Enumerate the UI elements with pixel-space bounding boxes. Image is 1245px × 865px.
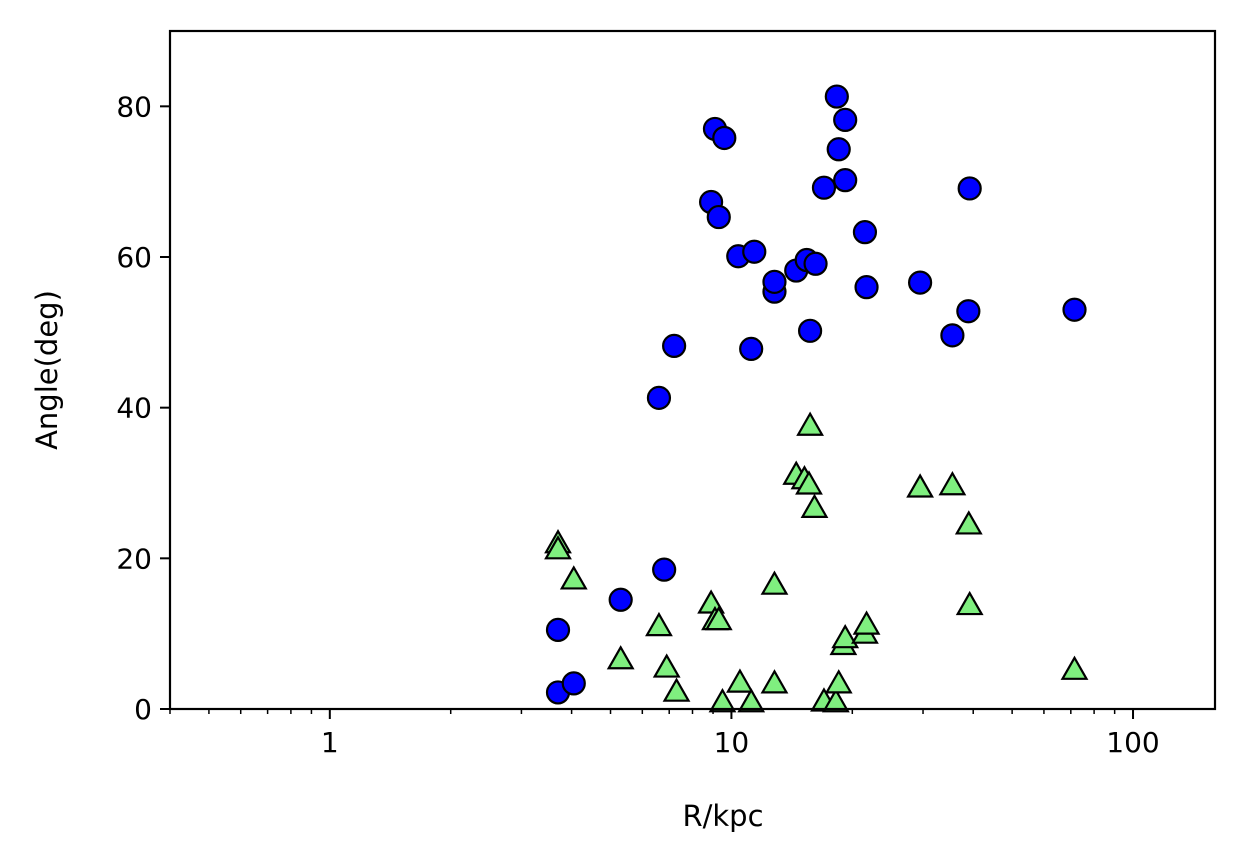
triangle-point	[954, 510, 983, 535]
circle-point	[739, 336, 764, 362]
circle-point	[608, 587, 633, 612]
x-tick-label: 1	[321, 726, 339, 759]
triangle-point	[708, 688, 737, 713]
triangle-point	[831, 623, 860, 649]
axis-ticks: 1 10 100 0 20 40 60 80	[116, 90, 1159, 759]
circle-point	[824, 84, 849, 109]
x-tick-label: 100	[1106, 726, 1159, 759]
circle-point	[762, 269, 787, 294]
circle-point	[662, 333, 687, 358]
circle-point	[833, 107, 858, 132]
triangle-point	[559, 565, 588, 590]
triangle-point	[645, 611, 673, 637]
y-tick-label: 80	[116, 90, 152, 123]
triangle-point	[800, 493, 829, 518]
circle-point	[712, 125, 737, 151]
circle-point	[545, 617, 571, 643]
circle-point	[561, 671, 586, 696]
triangle-point	[1060, 655, 1089, 680]
triangle-point	[821, 688, 850, 713]
circle-point	[797, 318, 823, 343]
triangle-point	[737, 688, 766, 713]
circle-point	[811, 175, 837, 200]
circle-point	[956, 299, 981, 324]
triangle-point	[824, 669, 853, 694]
triangle-point	[796, 411, 824, 436]
circle-point	[803, 251, 828, 276]
x-tick-label: 10	[714, 726, 750, 759]
circle-point	[706, 204, 731, 230]
x-axis-label: R/kpc	[682, 799, 763, 833]
circle-point	[826, 137, 851, 162]
triangle-point	[697, 589, 725, 614]
triangle-point	[704, 605, 733, 631]
triangle-point	[652, 653, 681, 678]
circle-point	[652, 557, 677, 582]
y-tick-label: 60	[116, 241, 152, 274]
y-tick-label: 40	[116, 392, 152, 425]
circle-point	[940, 323, 965, 348]
triangle-point	[760, 570, 789, 595]
circle-point	[957, 176, 982, 201]
triangle-point	[544, 535, 572, 560]
y-axis-label: Angle(deg)	[30, 290, 64, 450]
circle-point	[1062, 297, 1087, 322]
circle-point	[833, 168, 858, 193]
triangle-point	[606, 645, 635, 670]
y-tick-label: 0	[134, 693, 152, 726]
circle-point	[854, 275, 879, 300]
triangle-point	[955, 590, 984, 616]
circle-point	[742, 239, 767, 264]
circle-point	[646, 385, 672, 410]
triangle-point	[906, 473, 934, 498]
data-points	[544, 84, 1089, 713]
triangle-point	[760, 669, 789, 694]
circle-point	[852, 220, 878, 245]
triangle-point	[795, 470, 823, 495]
plot-frame	[168, 29, 1217, 711]
triangle-point	[726, 668, 754, 693]
y-tick-label: 20	[116, 542, 152, 575]
circle-point	[908, 270, 933, 295]
triangle-point	[662, 677, 691, 702]
triangle-point	[852, 610, 881, 635]
triangle-point	[938, 471, 967, 496]
